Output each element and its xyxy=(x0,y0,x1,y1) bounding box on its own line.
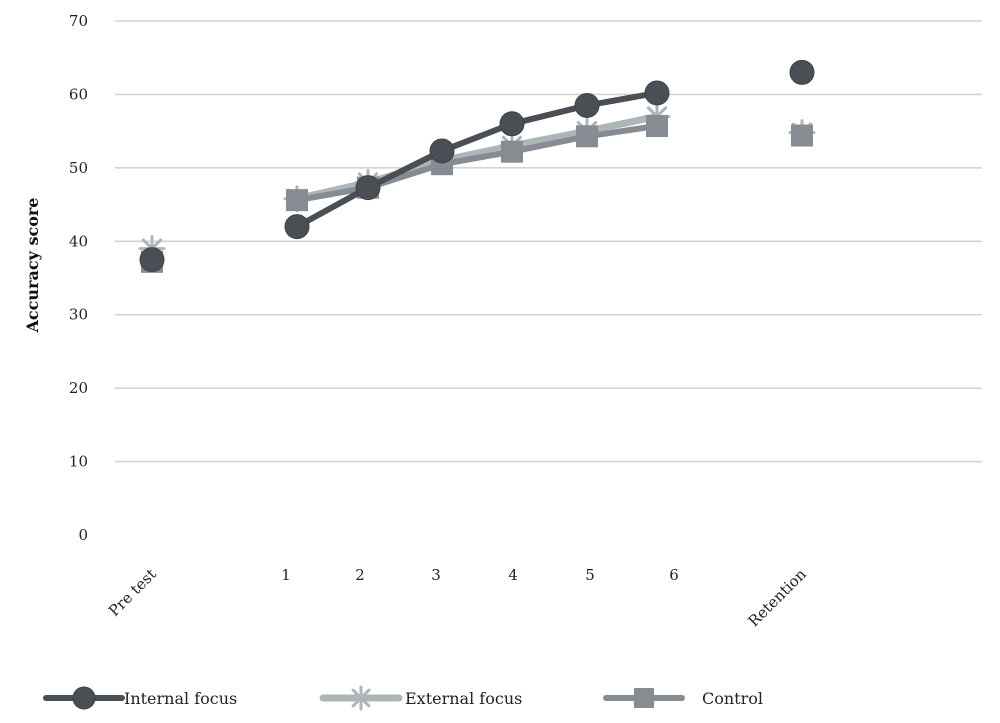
x-tick-label: Retention xyxy=(745,565,810,630)
y-tick-label: 50 xyxy=(69,159,88,177)
data-point xyxy=(644,80,670,106)
x-tick-label: Pre test xyxy=(105,565,160,620)
legend-item: Internal focus xyxy=(43,686,237,710)
x-tick-label: 1 xyxy=(281,566,291,584)
y-tick-label: 0 xyxy=(78,526,88,544)
y-tick-label: 10 xyxy=(69,453,88,471)
data-point xyxy=(501,140,523,163)
y-tick-label: 20 xyxy=(69,379,88,397)
data-point xyxy=(286,189,308,212)
data-point xyxy=(576,125,598,148)
legend-swatch-marker xyxy=(634,688,654,708)
y-tick-label: 60 xyxy=(69,85,88,103)
data-point xyxy=(284,214,310,240)
legend-label: External focus xyxy=(405,689,522,708)
y-tick-label: 70 xyxy=(69,12,88,30)
x-axis-ticks: Pre test 1 2 3 4 5 6 Retention xyxy=(105,565,810,630)
x-tick-label: 5 xyxy=(585,566,595,584)
y-axis-ticks: 0 10 20 30 40 50 60 70 xyxy=(69,12,88,544)
legend-label: Internal focus xyxy=(124,689,237,708)
legend-item: External focus xyxy=(319,685,522,711)
x-tick-label: 2 xyxy=(355,566,365,584)
data-point xyxy=(499,111,525,137)
y-tick-label: 30 xyxy=(69,306,88,324)
legend-item: Control xyxy=(603,688,763,708)
gridlines xyxy=(115,20,982,463)
y-tick-label: 40 xyxy=(69,232,88,250)
data-point xyxy=(429,138,455,164)
data-point xyxy=(789,59,815,85)
data-point xyxy=(646,115,668,138)
legend: Internal focus External focus Control xyxy=(43,685,763,711)
x-tick-label: 3 xyxy=(431,566,441,584)
legend-swatch-marker xyxy=(72,686,96,710)
legend-label: Control xyxy=(702,689,763,708)
series-external-focus xyxy=(138,102,816,263)
data-point xyxy=(355,175,381,201)
x-tick-label: 4 xyxy=(508,566,518,584)
series xyxy=(138,59,816,273)
series-internal-focus xyxy=(139,59,815,273)
data-point xyxy=(139,247,165,273)
legend-swatch-marker xyxy=(348,685,374,711)
y-axis-label: Accuracy score xyxy=(23,198,42,334)
data-point xyxy=(574,92,600,118)
x-tick-label: 6 xyxy=(669,566,679,584)
data-point xyxy=(791,124,813,147)
